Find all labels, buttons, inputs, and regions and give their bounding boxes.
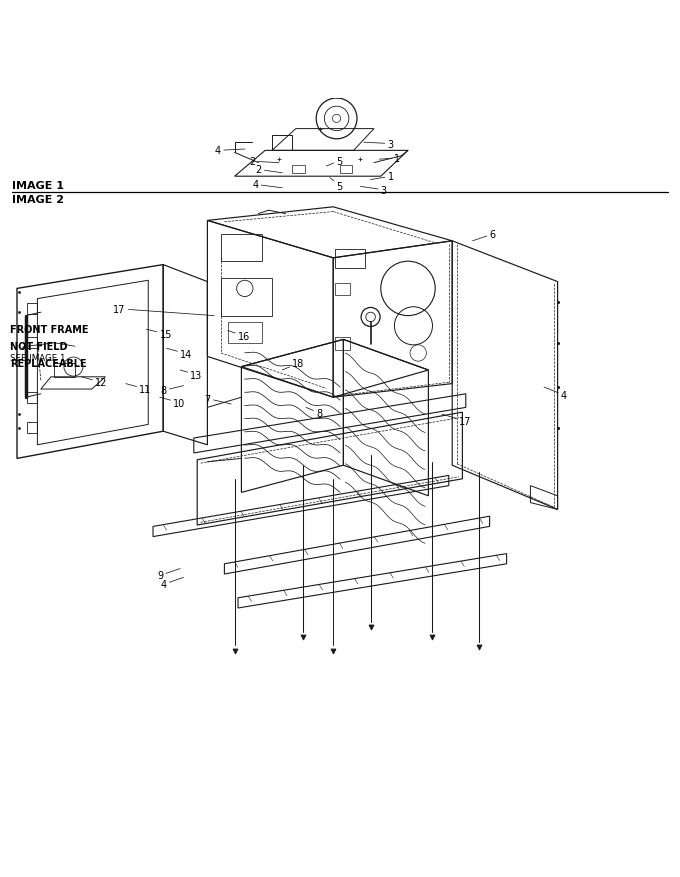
Text: 13: 13	[180, 370, 203, 381]
Text: 1: 1	[379, 153, 401, 164]
Text: REPLACEABLE: REPLACEABLE	[10, 359, 87, 369]
Text: 17: 17	[442, 415, 471, 426]
Text: 16: 16	[228, 332, 250, 342]
Text: SEE IMAGE 1: SEE IMAGE 1	[10, 353, 66, 363]
Text: 4: 4	[252, 180, 282, 190]
Text: FRONT FRAME: FRONT FRAME	[10, 324, 88, 335]
Bar	[340, 166, 352, 175]
Text: 10: 10	[160, 398, 186, 408]
Bar	[221, 235, 262, 262]
Bar	[221, 279, 272, 317]
Text: IMAGE 2: IMAGE 2	[12, 195, 64, 204]
Text: NOT FIELD: NOT FIELD	[10, 342, 68, 352]
Text: 18: 18	[282, 359, 305, 371]
Bar	[27, 304, 37, 315]
Bar	[27, 392, 37, 403]
Text: 2: 2	[256, 165, 282, 175]
Bar	[335, 338, 350, 350]
Bar	[54, 364, 75, 377]
Text: 4: 4	[544, 388, 567, 401]
Bar	[292, 166, 305, 175]
Text: 5: 5	[330, 178, 343, 191]
Bar	[228, 323, 262, 344]
Text: 12: 12	[82, 377, 107, 388]
Bar	[335, 283, 350, 296]
Text: 8: 8	[306, 408, 322, 418]
Text: 4: 4	[160, 578, 184, 589]
Text: 3: 3	[364, 139, 394, 149]
Text: 2: 2	[249, 157, 279, 167]
Text: 3: 3	[360, 186, 387, 196]
Bar	[27, 338, 37, 349]
Bar	[27, 423, 37, 434]
Text: 7: 7	[205, 394, 231, 404]
Text: 5: 5	[326, 156, 343, 167]
Text: 11: 11	[126, 384, 152, 395]
Bar	[335, 250, 365, 268]
Text: 14: 14	[167, 349, 192, 360]
Text: 1: 1	[371, 172, 394, 182]
Text: IMAGE 1: IMAGE 1	[12, 181, 64, 191]
Text: 4: 4	[215, 146, 245, 156]
Text: 15: 15	[146, 330, 172, 339]
Text: 6: 6	[473, 230, 496, 241]
Text: 17: 17	[114, 304, 214, 317]
Text: 9: 9	[157, 569, 180, 581]
Text: 8: 8	[160, 386, 184, 396]
